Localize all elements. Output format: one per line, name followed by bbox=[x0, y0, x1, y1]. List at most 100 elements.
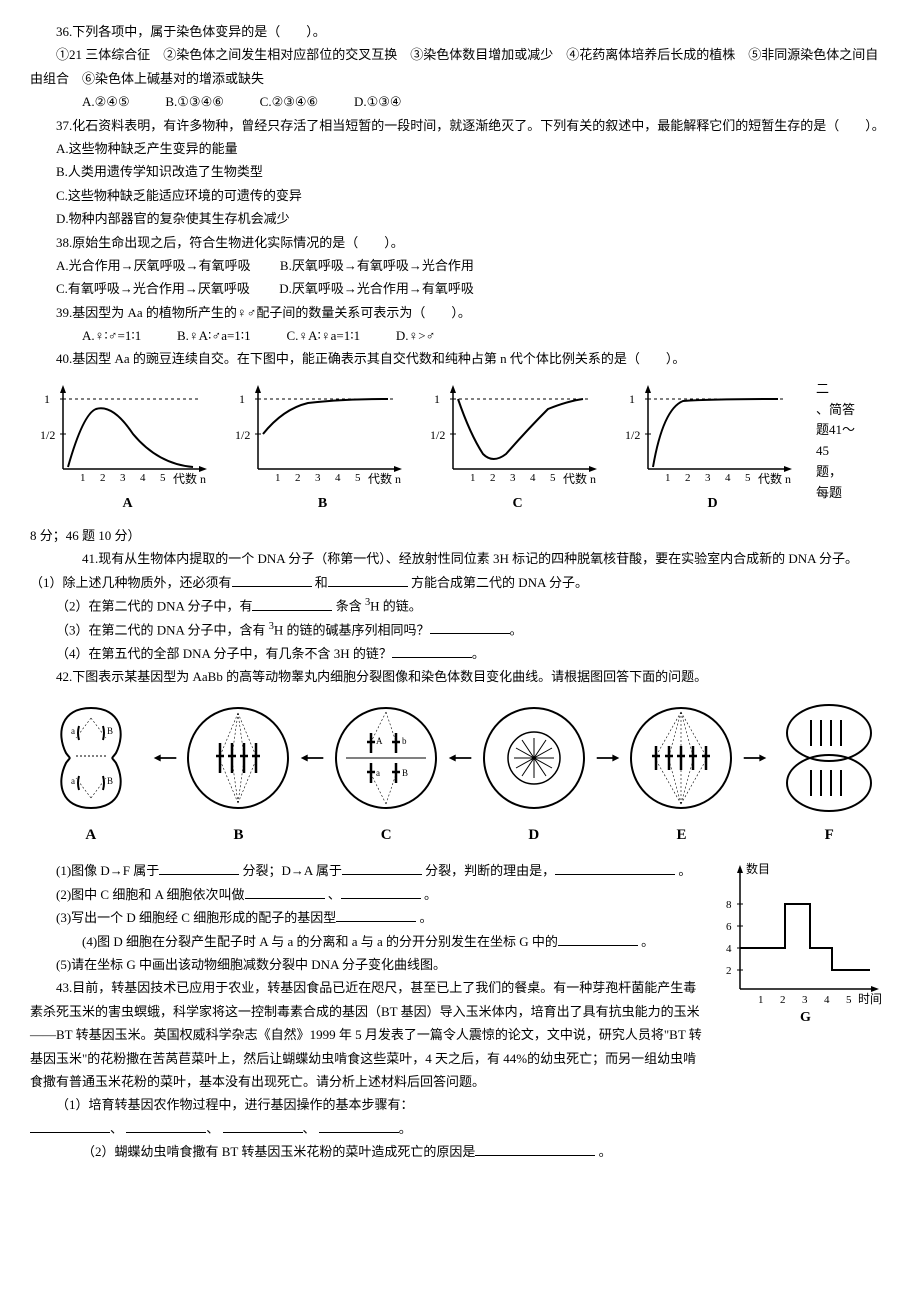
q41-p3b: H 的链的碱基序列相同吗？ bbox=[274, 622, 430, 637]
q43-p1d: 、 bbox=[303, 1121, 316, 1136]
q43-p1a: （1）培育转基因农作物过程中，进行基因操作的基本步骤有： bbox=[56, 1097, 414, 1112]
svg-text:3: 3 bbox=[802, 994, 808, 1006]
q36-sub: ①21 三体综合征 ②染色体之间发生相对应部位的交叉互换 ③染色体数目增加或减少… bbox=[30, 43, 890, 90]
side5: 题， bbox=[816, 462, 890, 483]
q42-cell-F: F bbox=[768, 698, 890, 849]
svg-text:1/2: 1/2 bbox=[625, 428, 640, 442]
chartG-ylabel: 数目 bbox=[746, 861, 770, 876]
q41-p3c: 。 bbox=[510, 622, 523, 637]
q41-stem: 41.现有从生物体内提取的一个 DNA 分子（称第一代）、经放射性同位素 3H … bbox=[30, 547, 890, 570]
q42-p4b: 。 bbox=[641, 934, 654, 949]
svg-text:1/2: 1/2 bbox=[235, 428, 250, 442]
q43-p2a: （2）蝴蝶幼虫啃食撒有 BT 转基因玉米花粉的菜叶造成死亡的原因是 bbox=[82, 1144, 475, 1159]
svg-text:b: b bbox=[402, 736, 407, 746]
q43-stem: 43.目前，转基因技术已应用于农业，转基因食品已近在咫尺，甚至已上了我们的餐桌。… bbox=[30, 976, 702, 1093]
q38-D: D.厌氧呼吸→光合作用→有氧呼吸 bbox=[279, 281, 474, 296]
q39-D: D.♀>♂ bbox=[396, 328, 435, 343]
q38-row2: C.有氧呼吸→光合作用→厌氧呼吸 D.厌氧呼吸→光合作用→有氧呼吸 bbox=[30, 277, 890, 300]
q43-p2: （2）蝴蝶幼虫啃食撒有 BT 转基因玉米花粉的菜叶造成死亡的原因是 。 bbox=[30, 1140, 890, 1163]
q41-p1a: （1）除上述几种物质外，还必须有 bbox=[30, 575, 232, 590]
svg-text:1: 1 bbox=[470, 472, 476, 484]
q42-cell-B: B bbox=[178, 698, 300, 849]
svg-text:3: 3 bbox=[510, 472, 516, 484]
q42-p2a: (2)图中 C 细胞和 A 细胞依次叫做 bbox=[56, 887, 245, 902]
svg-text:8: 8 bbox=[726, 899, 732, 911]
q43-p1b: 、 bbox=[110, 1121, 123, 1136]
svg-text:1/2: 1/2 bbox=[40, 428, 55, 442]
q40-label-D: D bbox=[615, 491, 810, 516]
q42-p3a: (3)写出一个 D 细胞经 C 细胞形成的配子的基因型 bbox=[56, 910, 336, 925]
q42-cell-E: E bbox=[621, 698, 743, 849]
svg-text:5: 5 bbox=[550, 472, 556, 484]
arrow-icon bbox=[595, 698, 621, 818]
q42-p2c: 。 bbox=[424, 887, 437, 902]
side1: 二 bbox=[816, 379, 890, 400]
q42-p4a: (4)图 D 细胞在分裂产生配子时 A 与 a 的分离和 a 与 a 的分开分别… bbox=[82, 934, 558, 949]
q42-p2b: 、 bbox=[328, 887, 341, 902]
q39-stem: 39.基因型为 Aa 的植物所产生的♀♂配子间的数量关系可表示为（ ）。 bbox=[30, 301, 890, 324]
svg-text:1: 1 bbox=[758, 994, 764, 1006]
svg-text:2: 2 bbox=[726, 965, 732, 977]
q40-label-A: A bbox=[30, 491, 225, 516]
q41-p2b-pre: 条含 bbox=[336, 599, 365, 614]
q42-lbl-C: C bbox=[325, 822, 447, 849]
q37-A: A.这些物种缺乏产生变异的能量 bbox=[30, 137, 890, 160]
svg-text:6: 6 bbox=[726, 921, 732, 933]
q41-p1c: 方能合成第二代的 DNA 分子。 bbox=[411, 575, 588, 590]
svg-text:2: 2 bbox=[490, 472, 496, 484]
q40-chart-C: 1 1/2 12345 代数 n C bbox=[420, 379, 615, 516]
q42-p1a: (1)图像 D→F 属于 bbox=[56, 863, 159, 878]
svg-text:5: 5 bbox=[160, 472, 166, 484]
svg-text:1: 1 bbox=[239, 392, 245, 406]
arrow-icon bbox=[299, 698, 325, 818]
q37-C: C.这些物种缺乏能适应环境的可遗传的变异 bbox=[30, 184, 890, 207]
side6: 每题 bbox=[816, 483, 890, 504]
q38-row1: A.光合作用→厌氧呼吸→有氧呼吸 B.厌氧呼吸→有氧呼吸→光合作用 bbox=[30, 254, 890, 277]
side2: 、简答 bbox=[816, 400, 890, 421]
svg-text:2: 2 bbox=[100, 472, 106, 484]
q42-p5: (5)请在坐标 G 中画出该动物细胞减数分裂中 DNA 分子变化曲线图。 bbox=[30, 953, 702, 976]
q38-stem: 38.原始生命出现之后，符合生物进化实际情况的是（ ）。 bbox=[30, 231, 890, 254]
arrow-icon bbox=[742, 698, 768, 818]
q37-B: B.人类用遗传学知识改造了生物类型 bbox=[30, 160, 890, 183]
q40-charts: 1 1/2 12345 代数 n A 1 1/2 12345 bbox=[30, 379, 890, 516]
q42-cell-C: Ab aB C bbox=[325, 698, 447, 849]
q42-lbl-B: B bbox=[178, 822, 300, 849]
q41-p1b: 和 bbox=[315, 575, 328, 590]
axis-x-label: 代数 n bbox=[173, 471, 206, 486]
q42-p1: (1)图像 D→F 属于 分裂；D→A 属于 分裂，判断的理由是， 。 bbox=[30, 859, 702, 882]
q36-optA: A.②④⑤ bbox=[82, 94, 130, 109]
q42-cells: aB aB A bbox=[30, 698, 890, 849]
q41-p4b: 。 bbox=[472, 646, 485, 661]
svg-text:1: 1 bbox=[629, 392, 635, 406]
svg-text:3: 3 bbox=[120, 472, 126, 484]
q41-p3a: （3）在第二代的 DNA 分子中，含有 bbox=[56, 622, 269, 637]
svg-text:a: a bbox=[376, 768, 380, 778]
q37-D: D.物种内部器官的复杂使其生存机会减少 bbox=[30, 207, 890, 230]
svg-text:A: A bbox=[376, 736, 383, 746]
q42-lbl-A: A bbox=[30, 822, 152, 849]
svg-text:B: B bbox=[107, 776, 113, 786]
q41-p4a: （4）在第五代的全部 DNA 分子中，有几条不含 3H 的链？ bbox=[56, 646, 392, 661]
q41-p2b-suf: H 的链。 bbox=[370, 599, 422, 614]
chartG-xlabel: 时间 bbox=[858, 992, 882, 1006]
q41-p3: （3）在第二代的 DNA 分子中，含有 3H 的链的碱基序列相同吗？。 bbox=[30, 618, 890, 642]
q43-p1-blanks: 、 、 、 。 bbox=[30, 1117, 890, 1140]
q38-C: C.有氧呼吸→光合作用→厌氧呼吸 bbox=[56, 281, 250, 296]
q38-B: B.厌氧呼吸→有氧呼吸→光合作用 bbox=[280, 258, 474, 273]
side3: 题41～ bbox=[816, 420, 890, 441]
svg-text:2: 2 bbox=[685, 472, 691, 484]
side4: 45 bbox=[816, 441, 890, 462]
svg-text:2: 2 bbox=[780, 994, 786, 1006]
svg-text:代数 n: 代数 n bbox=[563, 471, 596, 486]
svg-text:4: 4 bbox=[725, 472, 731, 484]
q39-B: B.♀A∶♂a=1∶1 bbox=[177, 328, 251, 343]
q41-p1: （1）除上述几种物质外，还必须有 和 方能合成第二代的 DNA 分子。 bbox=[30, 571, 890, 594]
q42-lbl-D: D bbox=[473, 822, 595, 849]
svg-text:5: 5 bbox=[355, 472, 361, 484]
q36-optD: D.①③④ bbox=[354, 94, 402, 109]
q42-cell-D: D bbox=[473, 698, 595, 849]
q42-p1d: 。 bbox=[678, 863, 691, 878]
q40-stem: 40.基因型 Aa 的豌豆连续自交。在下图中，能正确表示其自交代数和纯种占第 n… bbox=[30, 347, 890, 370]
q42-p2: (2)图中 C 细胞和 A 细胞依次叫做 、 。 bbox=[30, 883, 702, 906]
